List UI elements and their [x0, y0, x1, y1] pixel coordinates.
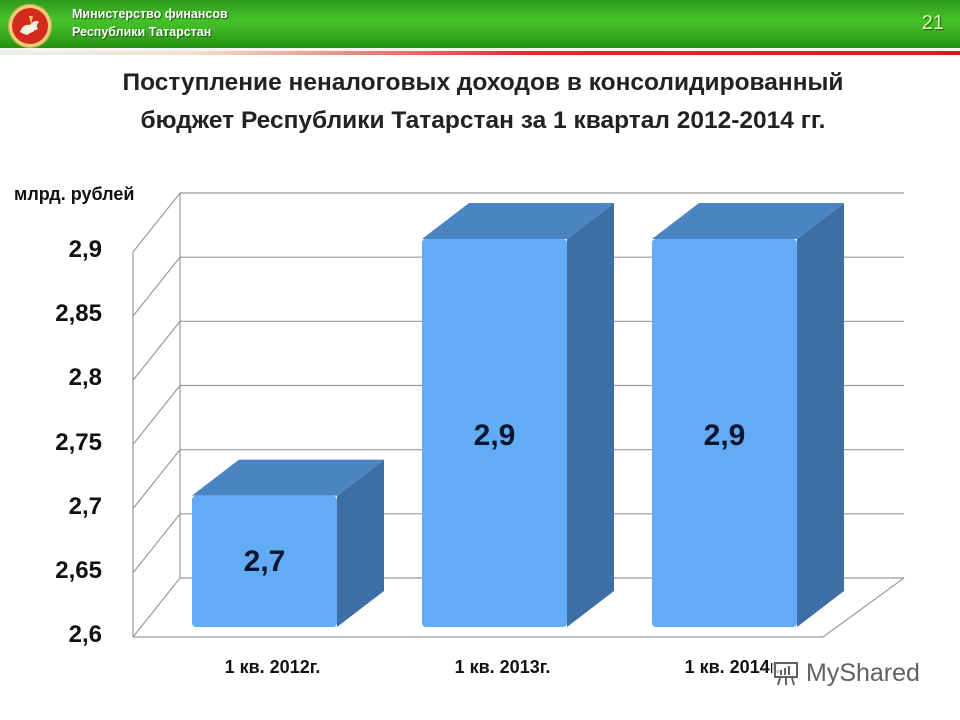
- watermark: MyShared: [772, 656, 924, 690]
- header-stripe-red: [0, 51, 960, 55]
- bar-side-face: [337, 459, 384, 627]
- y-tick-label: 2,75: [55, 428, 102, 456]
- y-tick-label: 2,6: [68, 621, 102, 648]
- y-tick-label: 2,65: [55, 556, 102, 584]
- y-tick-label: 2,8: [68, 364, 102, 392]
- y-axis-unit-label: млрд. рублей: [14, 184, 135, 204]
- org-name-line1: Министерство финансов: [72, 7, 228, 21]
- watermark-text: MyShared: [806, 658, 920, 687]
- presentation-board-icon: [774, 662, 798, 686]
- y-tick-label: 2,7: [68, 492, 102, 520]
- y-tick-label: 2,85: [55, 300, 102, 328]
- header-banner: [0, 0, 960, 48]
- bar-1: [192, 459, 384, 627]
- bar-side-face: [797, 203, 844, 627]
- y-tick-label: 2,9: [68, 236, 102, 263]
- bar-value-label: 2,9: [473, 419, 516, 452]
- org-name-line2: Республики Татарстан: [72, 25, 212, 39]
- bar-3: [652, 203, 844, 627]
- slide-number: 21: [921, 12, 944, 34]
- bar-side-face: [567, 203, 614, 627]
- bar-front-face: [192, 495, 337, 627]
- bar-value-label: 2,7: [243, 545, 286, 578]
- tatarstan-emblem-icon: [8, 4, 52, 48]
- bar-front-face: [652, 239, 797, 627]
- bar-top-face: [422, 203, 614, 239]
- bar-value-label: 2,9: [703, 419, 746, 452]
- chart-title: Поступление неналоговых доходов в консол…: [122, 69, 844, 134]
- bar-2: [422, 203, 614, 627]
- chart-bars: [192, 203, 844, 627]
- header-stripe-white: [0, 48, 960, 51]
- x-category-label: 1 кв. 2013г.: [454, 657, 551, 677]
- x-category-label: 1 кв. 2014г.: [684, 657, 781, 677]
- x-category-label: 1 кв. 2012г.: [224, 657, 321, 677]
- bar-front-face: [422, 239, 567, 627]
- bar-top-face: [652, 203, 844, 239]
- bar-top-face: [192, 459, 384, 496]
